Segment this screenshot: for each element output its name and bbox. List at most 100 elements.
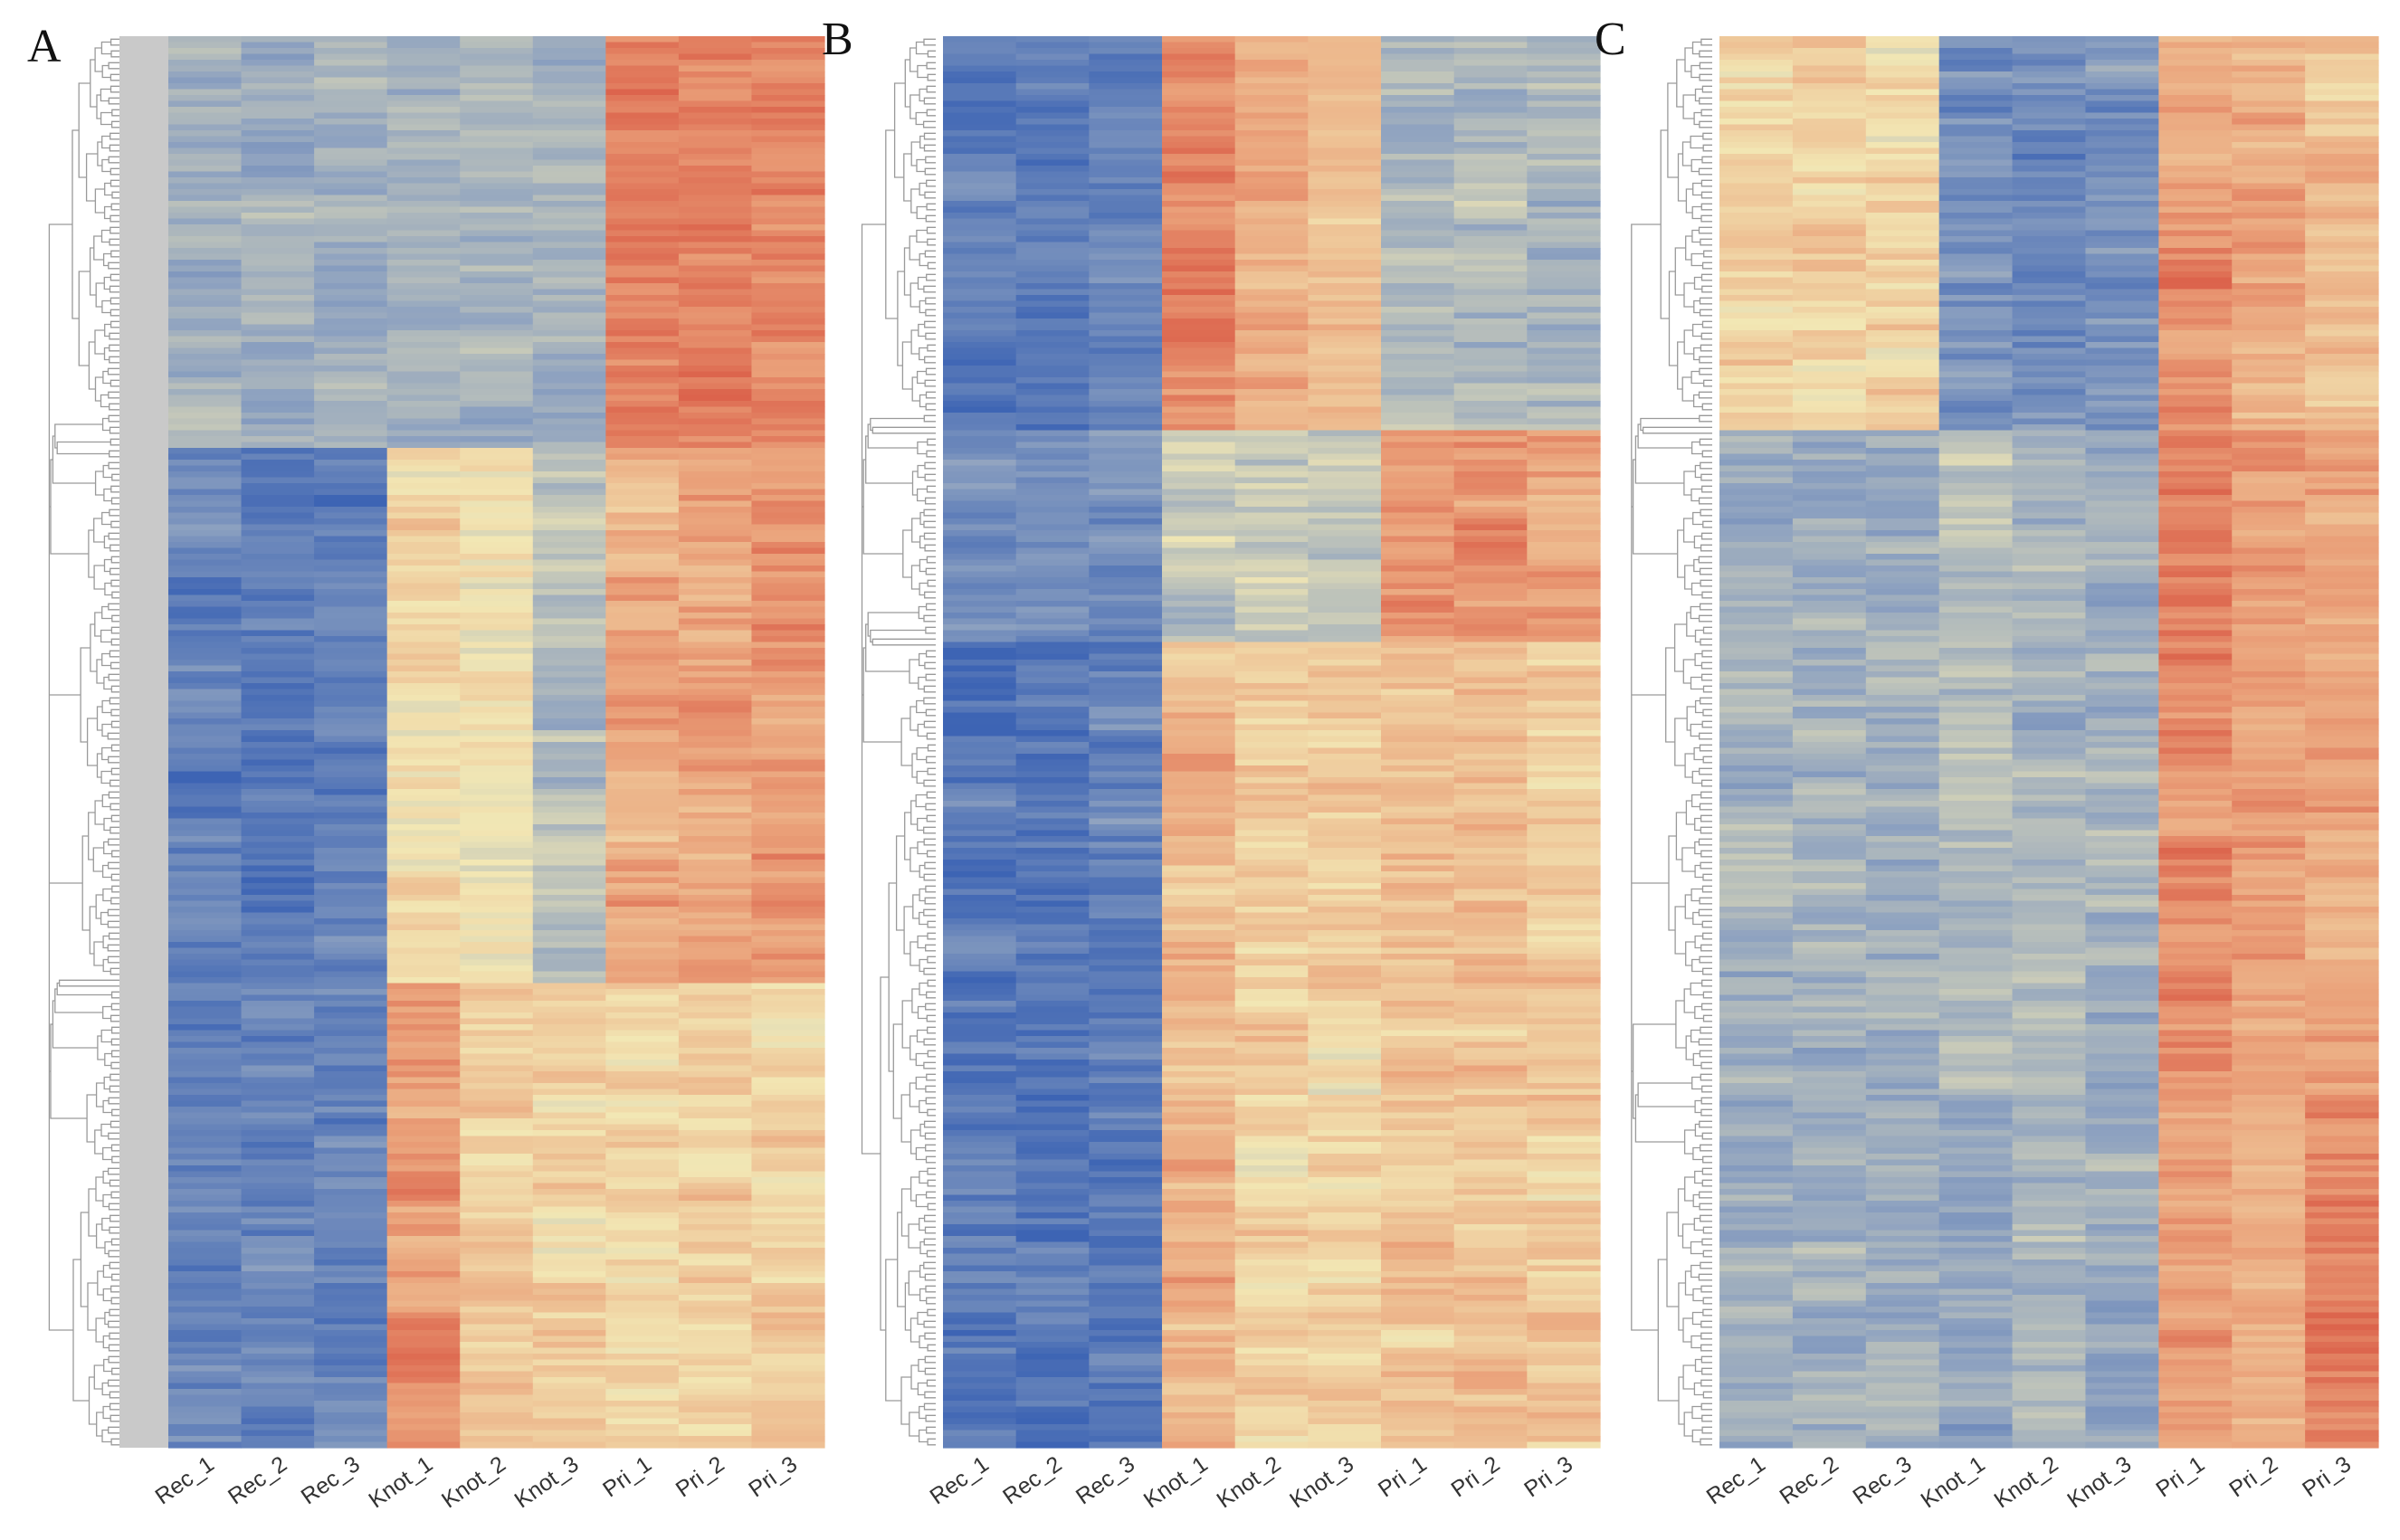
heatmap-cell — [1308, 307, 1382, 314]
heatmap-cell — [2305, 289, 2379, 296]
heatmap-cell — [1453, 554, 1528, 561]
heatmap-cell — [1162, 453, 1236, 461]
heatmap-cell — [1234, 318, 1309, 326]
heatmap-cell — [943, 801, 1017, 808]
heatmap-cell — [1089, 395, 1163, 402]
heatmap-cell — [1162, 1277, 1236, 1284]
heatmap-cell — [314, 1312, 388, 1319]
heatmap-cell — [1015, 559, 1090, 566]
heatmap-cell — [386, 1077, 461, 1084]
heatmap-cell — [386, 1095, 461, 1102]
heatmap-cell — [678, 994, 753, 1002]
heatmap-cell — [1308, 648, 1382, 655]
heatmap-cell — [1719, 366, 1794, 373]
heatmap-cell — [1089, 124, 1163, 131]
heatmap-cell — [532, 318, 606, 326]
heatmap-cell — [1234, 877, 1309, 884]
heatmap-cell — [1527, 1100, 1601, 1107]
heatmap-cell — [460, 147, 534, 155]
heatmap-cell — [1162, 836, 1236, 843]
heatmap-cell — [241, 1147, 315, 1155]
heatmap-cell — [1792, 260, 1867, 267]
heatmap-cell — [1453, 718, 1528, 726]
heatmap-cell — [168, 895, 243, 902]
heatmap-cell — [1719, 430, 1794, 437]
heatmap-cell — [1792, 359, 1867, 366]
heatmap-cell — [460, 283, 534, 290]
heatmap-cell — [1865, 277, 1940, 284]
heatmap-cell — [605, 900, 680, 908]
heatmap-cell — [943, 1312, 1017, 1319]
heatmap-cell — [1162, 206, 1236, 214]
heatmap-cell — [751, 677, 825, 684]
heatmap-cell — [241, 712, 315, 719]
heatmap-cell — [943, 489, 1017, 496]
heatmap-cell — [751, 460, 825, 467]
heatmap-cell — [751, 253, 825, 261]
heatmap-cell — [386, 1018, 461, 1025]
heatmap-cell — [1453, 1441, 1528, 1449]
heatmap-cell — [1162, 1130, 1236, 1137]
heatmap-cell — [1527, 912, 1601, 919]
heatmap-cell — [751, 547, 825, 555]
heatmap-cell — [1089, 606, 1163, 613]
heatmap-cell — [2158, 136, 2233, 143]
heatmap-cell — [1527, 89, 1601, 96]
heatmap-cell — [678, 1036, 753, 1043]
heatmap-cell — [1234, 589, 1309, 596]
heatmap-cell — [1308, 1354, 1382, 1361]
heatmap-cell — [1015, 448, 1090, 455]
heatmap-cell — [241, 724, 315, 731]
heatmap-cell — [678, 436, 753, 443]
heatmap-cell — [678, 1330, 753, 1337]
heatmap-cell — [605, 930, 680, 937]
heatmap-cell — [460, 630, 534, 637]
heatmap-cell — [1792, 395, 1867, 402]
heatmap-cell — [168, 742, 243, 749]
heatmap-cell — [1162, 242, 1236, 249]
heatmap-cell — [605, 689, 680, 696]
heatmap-cell — [532, 189, 606, 196]
heatmap-cell — [1089, 42, 1163, 49]
heatmap-cell — [1381, 1048, 1455, 1055]
heatmap-cell — [532, 253, 606, 261]
heatmap-cell — [1308, 312, 1382, 319]
heatmap-cell — [1453, 895, 1528, 902]
heatmap-cell — [314, 436, 388, 443]
heatmap-cell — [460, 824, 534, 832]
heatmap-cell — [1453, 1171, 1528, 1178]
heatmap-cell — [241, 983, 315, 990]
heatmap-cell — [168, 1230, 243, 1237]
heatmap-cell — [1527, 377, 1601, 385]
heatmap-cell — [2232, 283, 2306, 290]
heatmap-cell — [532, 1295, 606, 1302]
heatmap-cell — [1453, 1177, 1528, 1184]
heatmap-cell — [168, 242, 243, 249]
heatmap-cell — [2232, 159, 2306, 166]
heatmap-cell — [1792, 436, 1867, 443]
heatmap-cell — [1015, 1418, 1090, 1425]
heatmap-cell — [1453, 777, 1528, 784]
heatmap-cell — [1719, 71, 1794, 79]
heatmap-cell — [1527, 159, 1601, 166]
heatmap-cell — [678, 471, 753, 479]
heatmap-cell — [1453, 589, 1528, 596]
heatmap-cell — [2158, 359, 2233, 366]
heatmap-cell — [1792, 413, 1867, 420]
heatmap-cell — [1015, 1300, 1090, 1307]
heatmap-cell — [1162, 754, 1236, 761]
heatmap-cell — [751, 689, 825, 696]
heatmap-cell — [460, 789, 534, 796]
heatmap-cell — [751, 248, 825, 255]
heatmap-cell — [241, 677, 315, 684]
heatmap-cell — [241, 277, 315, 284]
heatmap-cell — [241, 907, 315, 914]
heatmap-cell — [460, 48, 534, 55]
heatmap-cell — [532, 1100, 606, 1107]
heatmap-cell — [678, 983, 753, 990]
heatmap-cell — [1308, 1107, 1382, 1114]
heatmap-cell — [1162, 1424, 1236, 1431]
heatmap-cell — [678, 377, 753, 385]
heatmap-cell — [1089, 942, 1163, 949]
heatmap-cell — [2012, 154, 2087, 161]
